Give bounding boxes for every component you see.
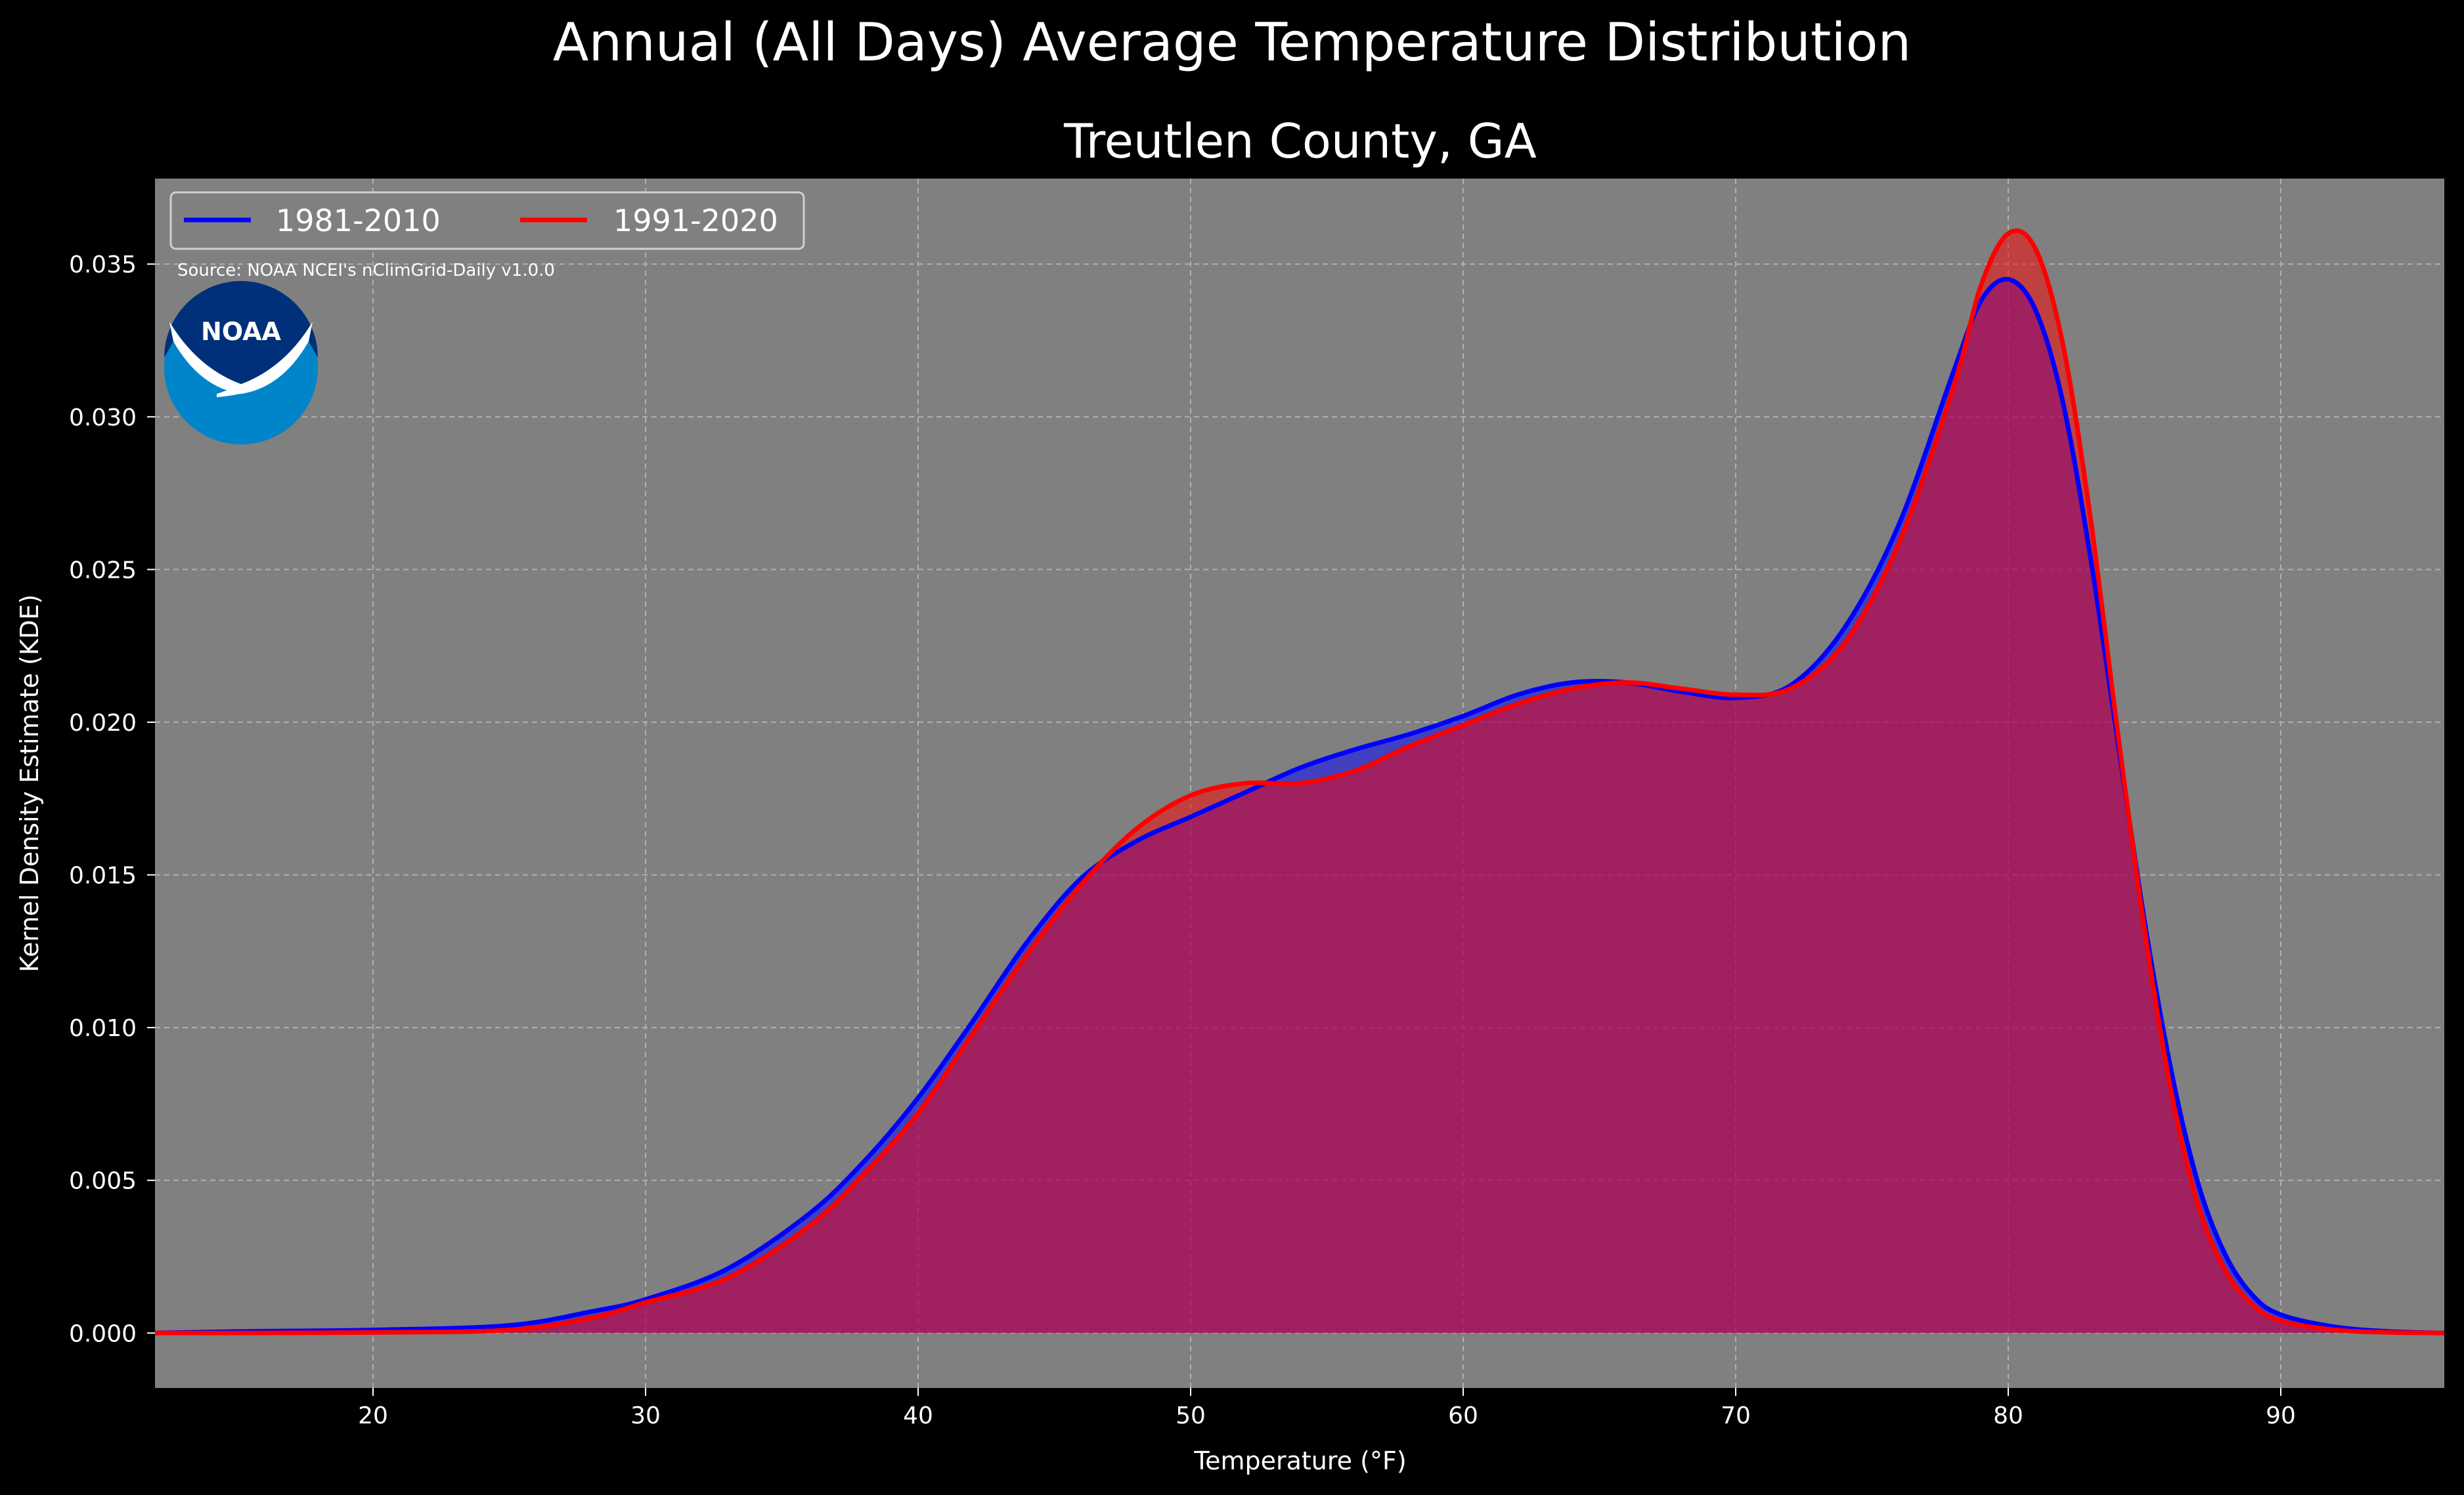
series-area-1991-2020 [155,230,2444,1333]
x-axis-label: Temperature (°F) [1193,1446,1406,1475]
noaa-logo-gull [169,322,313,394]
x-tick-label: 20 [358,1402,388,1429]
y-tick-label: 0.010 [69,1015,137,1042]
x-tick-label: 50 [1176,1402,1206,1429]
x-tick-layer: 20 30 40 50 60 70 80 90 [358,1388,2296,1429]
chart-suptitle: Annual (All Days) Average Temperature Di… [553,12,1911,73]
source-note: Source: NOAA NCEI's nClimGrid-Daily v1.0… [177,261,555,280]
x-tick-label: 30 [630,1402,661,1429]
noaa-logo: NOAA [164,281,318,444]
x-tick-label: 90 [2266,1402,2296,1429]
y-tick-label: 0.000 [69,1320,137,1347]
x-tick-label: 60 [1448,1402,1478,1429]
series-line-1991-2020 [154,228,2445,1335]
y-tick-label: 0.025 [69,557,137,584]
noaa-logo-gull-wing [217,378,276,397]
noaa-logo-text: NOAA [201,317,281,346]
y-tick-label: 0.035 [69,251,137,278]
y-tick-layer: 0.000 0.005 0.010 0.015 0.020 0.025 0.030 0.035 [69,251,155,1347]
legend-box [169,191,805,250]
x-tick-label: 40 [903,1402,933,1429]
legend-label-1991-2020: 1991-2020 [613,203,778,238]
y-tick-label: 0.020 [69,710,137,737]
series-fill-layer [155,230,2444,1333]
y-axis-label: Kernel Density Estimate (KDE) [15,594,44,972]
series-line-layer [154,228,2445,1335]
chart-title: Treutlen County, GA [1063,114,1537,169]
x-tick-label: 80 [1993,1402,2023,1429]
legend-label-1981-2010: 1981-2010 [276,203,441,238]
y-tick-label: 0.030 [69,404,137,431]
legend: 1981-2010 1991-2020 [169,191,805,250]
y-tick-label: 0.015 [69,863,137,890]
noaa-logo-top [164,281,318,394]
y-tick-label: 0.005 [69,1168,137,1195]
x-tick-label: 70 [1721,1402,1751,1429]
